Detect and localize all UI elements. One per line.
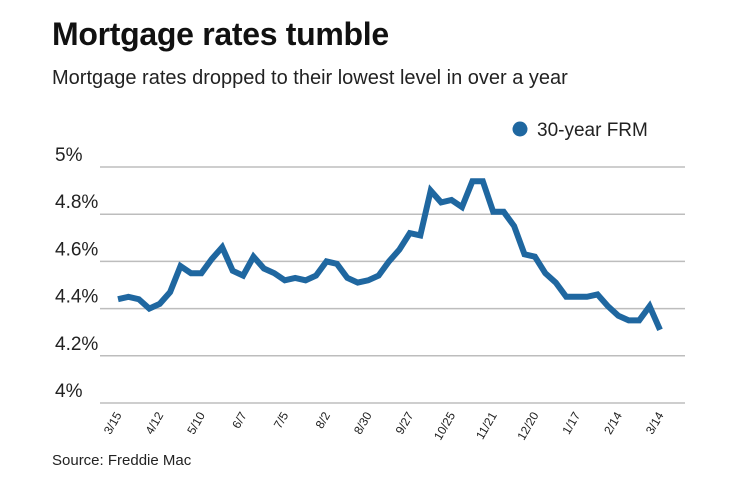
y-tick-label: 4.2% bbox=[55, 334, 98, 355]
x-tick-label: 5/10 bbox=[184, 409, 208, 437]
x-tick-label: 11/21 bbox=[473, 409, 500, 442]
y-tick-label: 4.6% bbox=[55, 239, 98, 260]
x-tick-label: 8/30 bbox=[351, 409, 375, 437]
x-tick-label: 6/7 bbox=[229, 409, 250, 431]
x-tick-label: 12/20 bbox=[514, 409, 541, 442]
legend-marker bbox=[512, 121, 528, 137]
x-tick-label: 3/14 bbox=[643, 409, 667, 437]
x-tick-label: 10/25 bbox=[431, 409, 458, 442]
y-tick-label: 4% bbox=[55, 381, 83, 402]
x-tick-label: 2/14 bbox=[601, 409, 625, 437]
source-note: Source: Freddie Mac bbox=[52, 452, 192, 469]
y-tick-label: 4.8% bbox=[55, 192, 98, 213]
legend-label: 30-year FRM bbox=[537, 120, 648, 141]
x-tick-label: 9/27 bbox=[393, 409, 417, 437]
x-tick-label: 3/15 bbox=[101, 409, 125, 437]
y-tick-label: 5% bbox=[55, 145, 83, 166]
y-tick-label: 4.4% bbox=[55, 287, 98, 308]
series-line-30-year-frm bbox=[117, 178, 663, 332]
x-tick-label: 8/2 bbox=[313, 409, 334, 431]
x-tick-label: 4/12 bbox=[142, 409, 166, 437]
chart-subtitle: Mortgage rates dropped to their lowest l… bbox=[52, 67, 568, 89]
x-tick-label: 7/5 bbox=[271, 409, 292, 431]
x-tick-label: 1/17 bbox=[559, 409, 583, 437]
chart-title: Mortgage rates tumble bbox=[52, 16, 389, 52]
